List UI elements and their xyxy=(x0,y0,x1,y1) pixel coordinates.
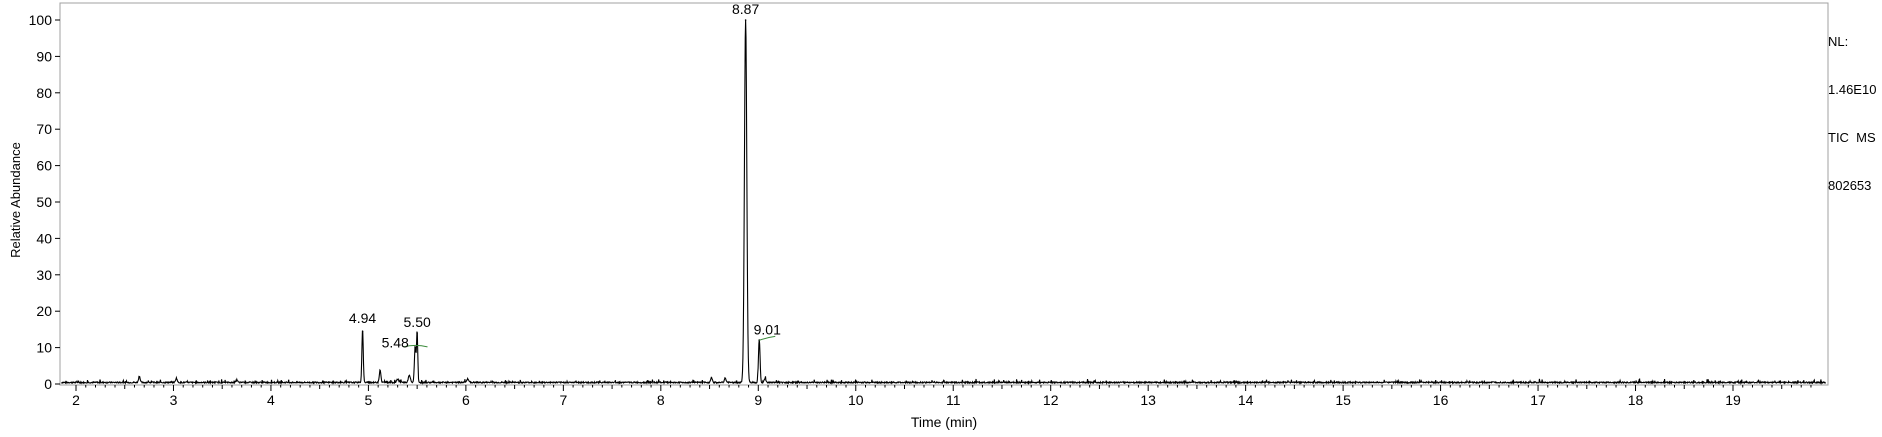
y-tick-label: 70 xyxy=(36,121,52,137)
peak-apex xyxy=(744,19,747,21)
y-tick-label: 80 xyxy=(36,85,52,101)
y-tick-label: 90 xyxy=(36,48,52,64)
file-id: 802653 xyxy=(1828,178,1872,193)
y-tick-label: 100 xyxy=(29,12,53,28)
x-tick-label: 12 xyxy=(1043,392,1059,408)
y-tick-label: 60 xyxy=(36,158,52,174)
x-tick-label: 18 xyxy=(1628,392,1644,408)
y-tick-label: 30 xyxy=(36,267,52,283)
x-tick-label: 10 xyxy=(848,392,864,408)
x-tick-label: 8 xyxy=(657,392,665,408)
x-tick-label: 3 xyxy=(170,392,178,408)
x-tick-label: 19 xyxy=(1725,392,1741,408)
x-tick-label: 5 xyxy=(365,392,373,408)
x-tick-label: 2 xyxy=(72,392,80,408)
peak-label: 8.87 xyxy=(732,1,759,17)
integration-marker xyxy=(759,335,776,341)
normalization-info: NL: 1.46E10 TIC MS 802653 xyxy=(1828,2,1876,226)
y-axis-label: Relative Abundance xyxy=(8,142,23,258)
x-axis-label: Time (min) xyxy=(911,414,977,430)
y-tick-label: 10 xyxy=(36,340,52,356)
scan-filter: TIC MS xyxy=(1828,130,1876,145)
peak-label: 9.01 xyxy=(754,321,781,337)
x-axis: 2 3 4 5 6 7 8 9 10 11 12 13 14 15 16 17 18 19 xyxy=(72,385,1812,408)
y-tick-label: 20 xyxy=(36,303,52,319)
plot-frame xyxy=(59,2,1829,386)
x-tick-label: 17 xyxy=(1530,392,1546,408)
trace-layer xyxy=(60,19,1827,386)
x-tick-label: 6 xyxy=(462,392,470,408)
integration-marker xyxy=(403,344,428,348)
peak-apex xyxy=(414,346,416,349)
y-axis: 0 10 20 30 40 50 60 70 80 90 100 xyxy=(29,12,60,392)
y-tick-label: 40 xyxy=(36,230,52,246)
x-tick-label: 13 xyxy=(1140,392,1156,408)
x-tick-label: 14 xyxy=(1238,392,1254,408)
x-tick-label: 11 xyxy=(946,392,961,408)
y-tick-label: 0 xyxy=(44,376,52,392)
x-tick-label: 16 xyxy=(1433,392,1449,408)
x-tick-label: 7 xyxy=(559,392,567,408)
peak-label: 5.50 xyxy=(404,314,431,330)
peak-apex xyxy=(416,332,418,334)
peak-apex xyxy=(361,330,364,333)
nl-value: 1.46E10 xyxy=(1828,82,1877,97)
x-tick-label: 9 xyxy=(754,392,762,408)
peak-label: 5.48 xyxy=(382,335,409,351)
x-tick-label: 15 xyxy=(1335,392,1351,408)
peak-label: 4.94 xyxy=(349,310,376,326)
tic-trace xyxy=(60,19,1827,386)
nl-label: NL: xyxy=(1828,34,1849,49)
y-tick-label: 50 xyxy=(36,194,52,210)
x-tick-label: 4 xyxy=(267,392,275,408)
annotation-layer: 8.87 4.94 5.50 5.48 9.01 xyxy=(349,1,781,351)
